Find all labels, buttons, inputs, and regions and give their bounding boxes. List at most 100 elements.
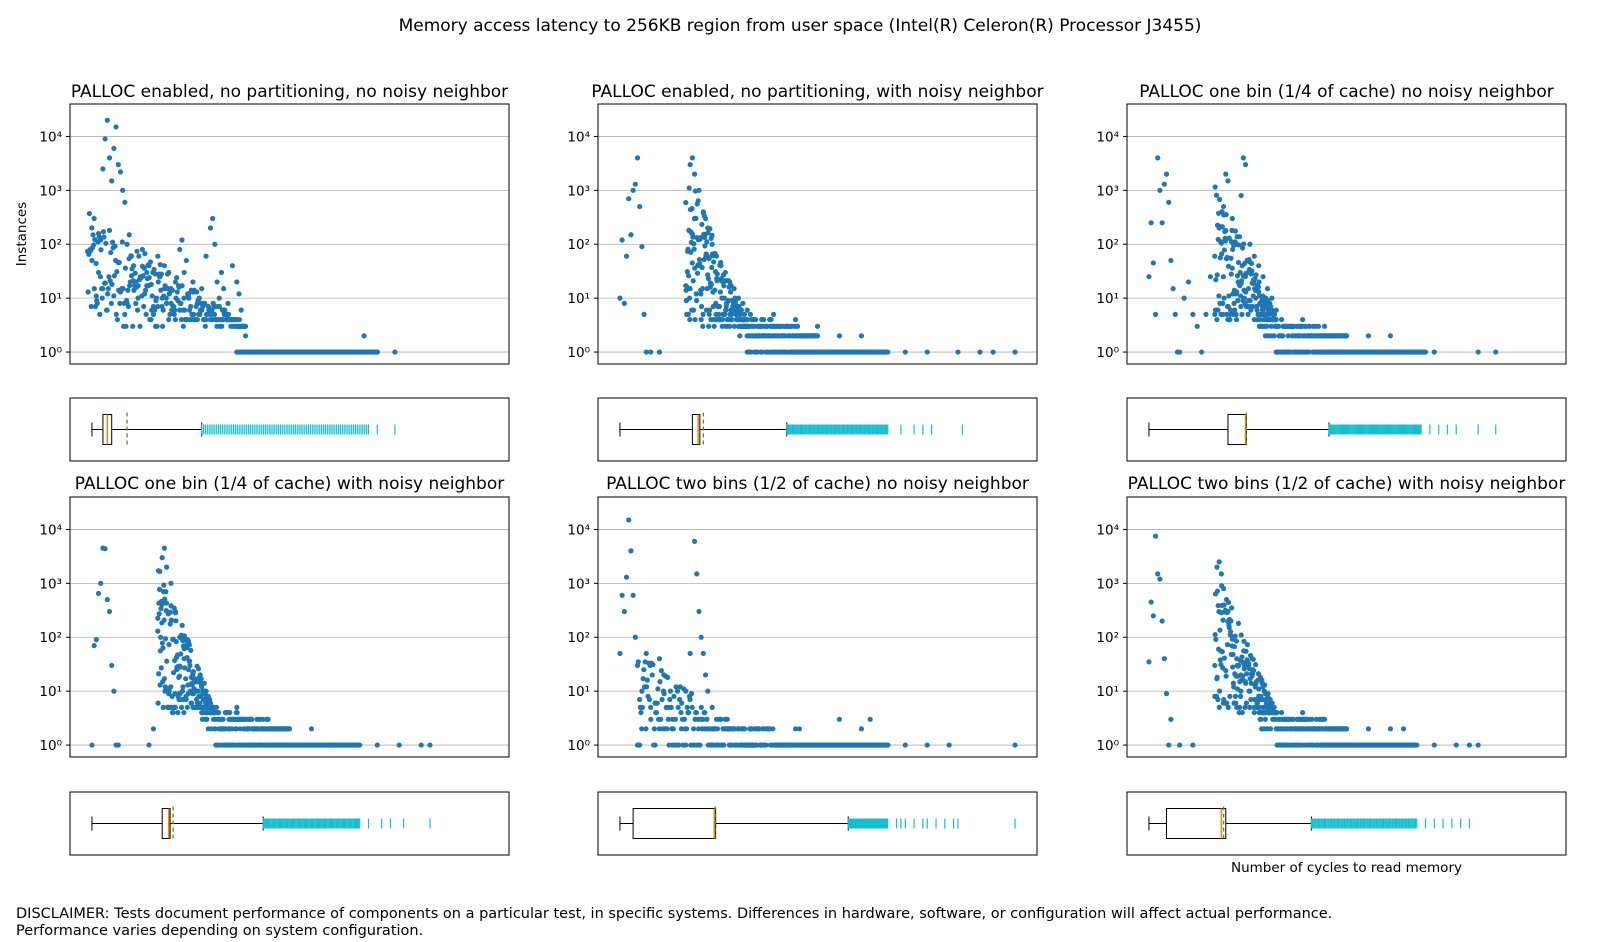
y-tick-label: 10²	[39, 630, 62, 646]
y-axis-label: Instances	[14, 202, 30, 266]
data-point	[115, 162, 121, 168]
data-point	[768, 316, 774, 323]
data-point	[1146, 659, 1152, 665]
data-point	[1215, 696, 1221, 703]
data-point	[646, 696, 653, 703]
data-point	[234, 279, 240, 285]
data-point	[1248, 696, 1254, 703]
data-point	[201, 680, 207, 686]
data-point	[142, 251, 148, 257]
data-point	[128, 253, 134, 259]
data-point	[698, 291, 704, 297]
data-point	[700, 323, 706, 329]
data-point	[637, 696, 643, 703]
data-point	[628, 548, 634, 554]
data-point	[1236, 234, 1243, 240]
data-point	[156, 611, 162, 617]
data-point	[1157, 576, 1163, 582]
data-point	[180, 323, 186, 329]
data-point	[179, 688, 186, 694]
data-point	[159, 640, 165, 646]
data-point	[655, 686, 661, 692]
y-tick-label: 10⁰	[1096, 738, 1119, 754]
data-point	[690, 234, 696, 240]
data-point	[1233, 316, 1240, 323]
data-point	[1223, 171, 1229, 177]
data-point	[689, 155, 695, 161]
data-point	[1232, 307, 1238, 313]
data-point	[692, 188, 698, 194]
data-point	[686, 709, 692, 716]
data-point	[1237, 693, 1244, 699]
data-point	[155, 279, 161, 285]
data-point	[796, 726, 803, 732]
data-point	[91, 642, 97, 649]
data-point	[174, 275, 180, 281]
data-point	[695, 198, 701, 204]
data-point	[712, 251, 718, 257]
data-point	[716, 303, 723, 310]
data-point	[201, 709, 207, 716]
data-point	[786, 333, 792, 339]
data-point	[1314, 333, 1321, 339]
data-point	[902, 742, 908, 748]
data-point	[158, 634, 164, 640]
data-point	[1475, 349, 1481, 355]
data-point	[1224, 642, 1231, 648]
data-point	[1257, 316, 1263, 323]
data-point	[91, 215, 97, 222]
data-point	[1227, 316, 1233, 323]
data-point	[88, 303, 94, 310]
data-point	[696, 256, 702, 263]
data-point	[202, 300, 208, 306]
data-point	[1221, 247, 1228, 253]
data-point	[1278, 316, 1285, 323]
data-point	[1012, 742, 1018, 748]
data-point	[216, 295, 222, 301]
data-point	[222, 726, 229, 732]
data-point	[106, 227, 113, 233]
data-point	[1244, 270, 1250, 276]
data-point	[1157, 187, 1163, 193]
data-point	[198, 676, 204, 682]
data-point	[946, 742, 952, 748]
data-point	[124, 241, 130, 247]
data-point	[1228, 618, 1234, 624]
data-point	[1264, 323, 1270, 329]
data-point	[1268, 323, 1274, 329]
subplot-title: PALLOC two bins (1/2 of cache) with nois…	[1128, 474, 1566, 494]
data-point	[99, 295, 105, 301]
boxplot-axes-frame	[69, 397, 510, 462]
data-point	[108, 249, 114, 256]
data-point	[725, 298, 732, 304]
y-tick-label: 10³	[1096, 576, 1119, 592]
data-point	[651, 742, 657, 748]
data-point	[1275, 726, 1281, 732]
data-point	[95, 269, 102, 276]
data-point	[177, 664, 184, 670]
data-point	[1290, 716, 1296, 722]
data-point	[105, 291, 111, 297]
data-point	[1265, 691, 1271, 697]
data-point	[1228, 271, 1234, 277]
data-point	[175, 709, 181, 716]
data-point	[133, 300, 139, 306]
data-point	[924, 349, 930, 355]
data-point	[1199, 349, 1205, 355]
data-point	[173, 618, 179, 624]
data-point	[93, 293, 99, 299]
data-point	[740, 300, 746, 306]
data-point	[108, 300, 114, 306]
box-iqr	[1227, 414, 1247, 445]
data-point	[172, 610, 179, 616]
data-point	[1226, 293, 1232, 299]
data-point	[626, 517, 632, 523]
data-point	[183, 257, 189, 264]
data-point	[1166, 742, 1172, 748]
data-point	[225, 311, 232, 317]
data-point	[191, 311, 197, 317]
data-point	[190, 669, 196, 675]
data-point	[732, 298, 739, 304]
data-point	[685, 311, 691, 317]
data-point	[179, 283, 185, 289]
